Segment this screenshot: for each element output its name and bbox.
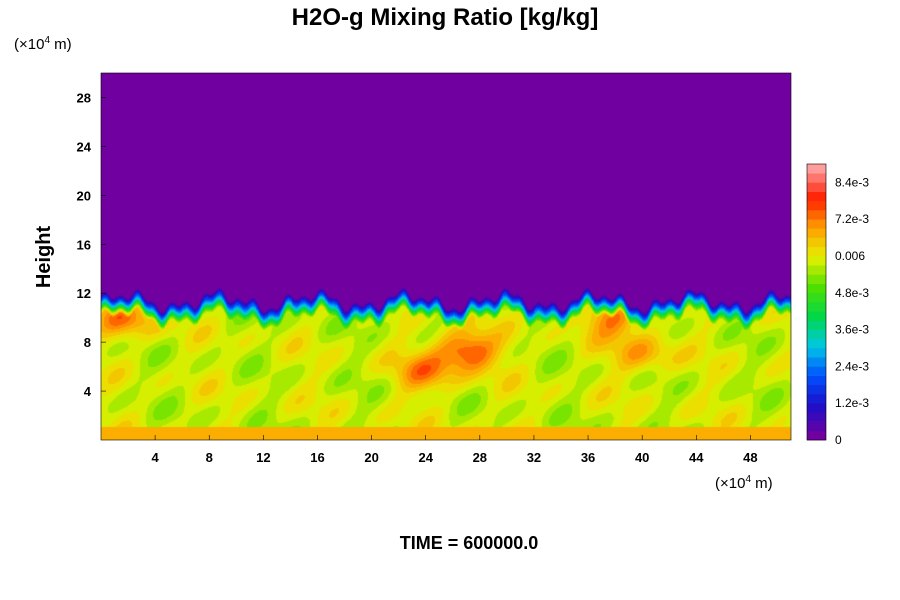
colorbar-level — [807, 366, 826, 376]
x-tick-label: 12 — [256, 450, 270, 465]
colorbar-level — [807, 311, 826, 321]
colorbar-level — [807, 246, 826, 257]
x-tick-label: 32 — [527, 450, 541, 465]
colorbar-tick-label: 0 — [835, 433, 842, 447]
x-tick-label: 36 — [581, 450, 595, 465]
time-label: TIME = 600000.0 — [400, 533, 539, 553]
colorbar-tick-label: 3.6e-3 — [835, 323, 869, 337]
colorbar-tick-label: 4.8e-3 — [835, 286, 869, 300]
colorbar-level — [807, 256, 826, 266]
y-tick-label: 28 — [77, 90, 91, 105]
y-tick-label: 8 — [84, 335, 91, 350]
colorbar-level — [807, 173, 826, 183]
colorbar-level — [807, 375, 826, 386]
colorbar-tick-label: 8.4e-3 — [835, 175, 869, 189]
colorbar-level — [807, 348, 826, 358]
colorbar-level — [807, 164, 826, 174]
x-tick-label: 40 — [635, 450, 649, 465]
x-tick-label: 16 — [310, 450, 324, 465]
colorbar-level — [807, 237, 826, 248]
colorbar-frame — [806, 163, 827, 441]
y-tick-label: 12 — [77, 286, 91, 301]
x-tick-label: 4 — [152, 450, 160, 465]
colorbar-level — [807, 200, 826, 211]
colorbar-tick-label: 2.4e-3 — [835, 359, 869, 373]
y-tick-label: 16 — [77, 237, 91, 252]
colorbar-level — [807, 338, 826, 349]
colorbar-level — [807, 394, 826, 404]
colorbar-level — [807, 302, 826, 312]
colorbar-level — [807, 191, 826, 202]
colorbar-level — [807, 421, 826, 432]
y-tick-label: 4 — [84, 384, 92, 399]
colorbar-level — [807, 265, 826, 275]
y-tick-label: 20 — [77, 188, 91, 203]
x-tick-label: 44 — [689, 450, 704, 465]
colorbar-level — [807, 283, 826, 294]
plot-frame — [100, 72, 792, 441]
colorbar-level — [807, 384, 826, 395]
colorbar-level — [807, 210, 826, 220]
x-unit-label: (×104 m) — [715, 474, 773, 492]
y-tick-label: 24 — [77, 139, 92, 154]
x-tick-label: 20 — [364, 450, 378, 465]
y-unit-label: (×104 m) — [14, 35, 72, 53]
heatmap-field — [101, 73, 791, 440]
colorbar-tick-label: 1.2e-3 — [835, 396, 869, 410]
colorbar-level — [807, 357, 826, 367]
colorbar-level — [807, 292, 826, 303]
colorbar-level — [807, 329, 826, 340]
colorbar-level — [807, 430, 826, 441]
colorbar-level — [807, 412, 826, 422]
colorbar-tick-label: 0.006 — [835, 249, 865, 263]
colorbar-tick-label: 7.2e-3 — [835, 212, 869, 226]
x-tick-label: 28 — [473, 450, 487, 465]
x-tick-label: 8 — [206, 450, 213, 465]
chart-title: H2O-g Mixing Ratio [kg/kg] — [292, 4, 599, 31]
x-axis-ticks: 4 8 12 16 20 24 28 32 36 40 44 48 — [152, 435, 758, 465]
heatmap-plot — [101, 73, 791, 440]
colorbar-level — [807, 320, 826, 330]
colorbar-level — [807, 274, 826, 284]
colorbar-level — [807, 182, 826, 192]
colorbar-level — [807, 228, 826, 238]
colorbar-level — [807, 219, 826, 229]
colorbar-level — [807, 403, 826, 413]
colorbar-ticks: 0 1.2e-3 2.4e-3 3.6e-3 4.8e-3 0.006 7.2e-3 8.4e… — [835, 175, 869, 447]
y-axis-label: Height — [33, 226, 55, 289]
x-tick-label: 24 — [418, 450, 433, 465]
colorbar — [806, 163, 827, 441]
y-axis-ticks: 4 8 12 16 20 24 28 — [77, 90, 106, 399]
x-tick-label: 48 — [743, 450, 757, 465]
